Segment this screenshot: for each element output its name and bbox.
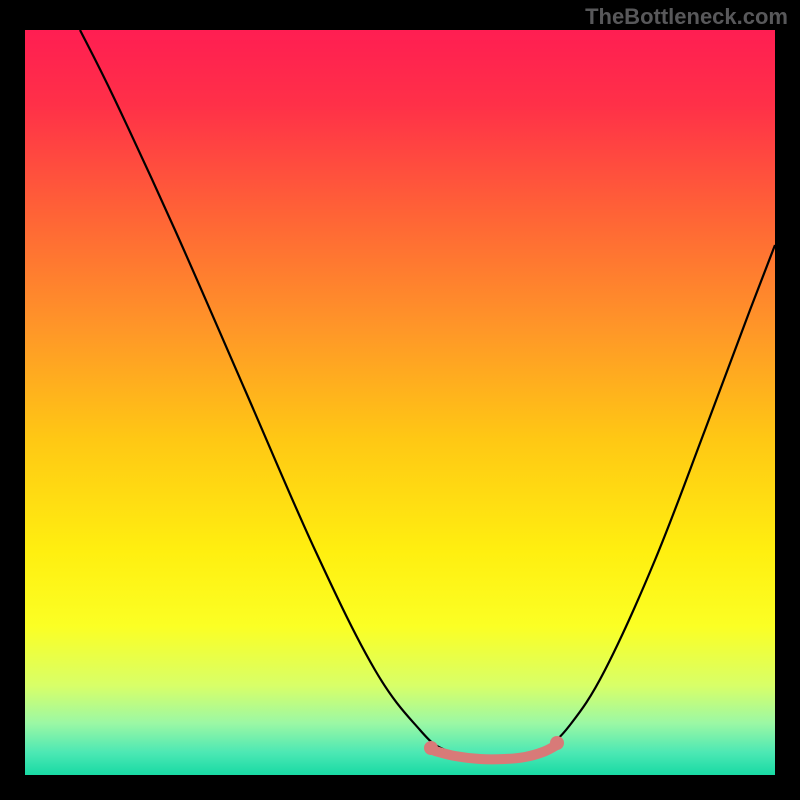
- frame-right: [775, 0, 800, 800]
- frame-left: [0, 0, 25, 800]
- watermark-text: TheBottleneck.com: [585, 4, 788, 30]
- plot-area: [25, 30, 775, 775]
- gradient-background: [25, 30, 775, 775]
- highlight-dot: [424, 741, 438, 755]
- frame-bottom: [0, 775, 800, 800]
- highlight-dot: [550, 736, 564, 750]
- bottleneck-chart: [0, 0, 800, 800]
